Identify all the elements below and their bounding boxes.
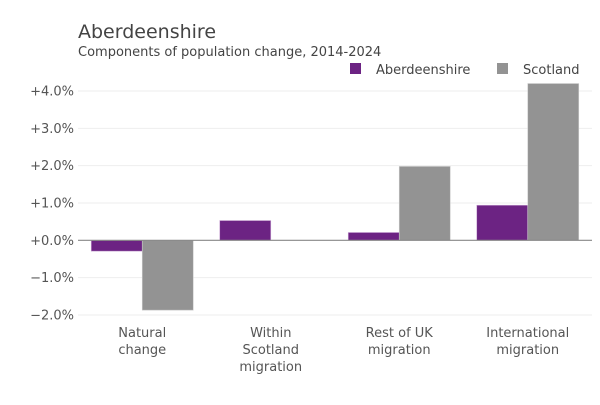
y-tick-label: +0.0% bbox=[30, 234, 74, 249]
bar-aberdeenshire bbox=[219, 220, 272, 241]
bar-aberdeenshire bbox=[90, 240, 143, 252]
x-category-label: Scotland bbox=[242, 343, 299, 358]
x-category-label: change bbox=[118, 343, 166, 358]
bar-scotland bbox=[527, 83, 580, 241]
x-axis-labels: Natural change Within Scotland migration Rest… bbox=[118, 326, 569, 375]
bar-aberdeenshire bbox=[347, 232, 400, 241]
bar-scotland bbox=[398, 166, 451, 241]
y-tick-label: +1.0% bbox=[30, 197, 74, 212]
y-tick-label: −2.0% bbox=[30, 309, 74, 324]
bars bbox=[90, 83, 580, 311]
x-category-label: Within bbox=[250, 326, 291, 341]
y-tick-label: +2.0% bbox=[30, 159, 74, 174]
x-category-label: migration bbox=[239, 360, 302, 375]
legend-label-scotland: Scotland bbox=[523, 63, 580, 78]
y-tick-label: +3.0% bbox=[30, 122, 74, 137]
y-tick-label: −1.0% bbox=[30, 271, 74, 286]
x-category-label: International bbox=[486, 326, 569, 341]
x-category-label: migration bbox=[368, 343, 431, 358]
y-tick-label: +4.0% bbox=[30, 85, 74, 100]
chart-subtitle: Components of population change, 2014-20… bbox=[78, 45, 381, 60]
legend: Aberdeenshire Scotland bbox=[350, 63, 580, 78]
y-axis-ticks: +4.0% +3.0% +2.0% +1.0% +0.0% −1.0% −2.0% bbox=[30, 85, 74, 324]
bar-aberdeenshire bbox=[476, 204, 529, 241]
legend-swatch-scotland bbox=[497, 63, 508, 74]
bar-scotland bbox=[141, 240, 194, 311]
x-category-label: migration bbox=[496, 343, 559, 358]
legend-label-aberdeenshire: Aberdeenshire bbox=[376, 63, 470, 78]
x-category-label: Natural bbox=[118, 326, 166, 341]
x-category-label: Rest of UK bbox=[366, 326, 434, 341]
chart-title: Aberdeenshire bbox=[78, 21, 216, 43]
legend-swatch-aberdeenshire bbox=[350, 63, 361, 74]
